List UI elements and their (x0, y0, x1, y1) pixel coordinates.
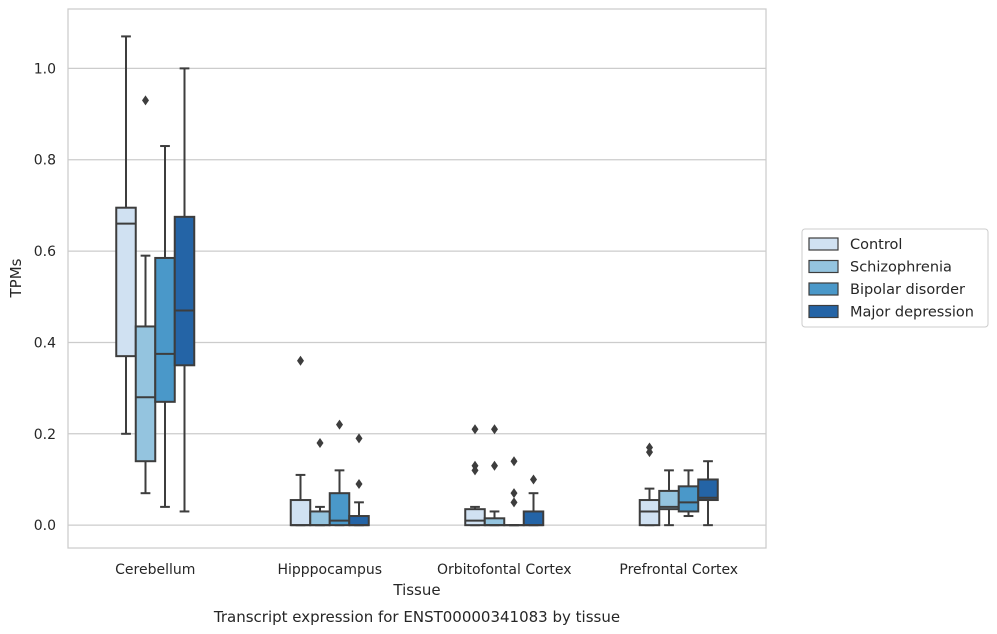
outlier-point (336, 419, 343, 430)
outlier-point (510, 456, 518, 467)
box-2-0 (464, 424, 486, 527)
outlier-point (297, 355, 304, 366)
box-iqr (154, 256, 176, 403)
outlier-point (355, 433, 363, 444)
box-iqr (348, 515, 370, 527)
x-tick-label: Hipppocampus (277, 562, 382, 578)
box-1-3 (348, 433, 370, 527)
box-iqr (328, 492, 351, 527)
box-iqr (677, 485, 700, 513)
box-2-2 (503, 456, 525, 527)
legend-label: Control (850, 237, 902, 253)
box-0-0 (115, 35, 137, 435)
box-1-0 (289, 355, 312, 527)
legend-item: Major depression (808, 304, 974, 321)
legend-label: Major depression (850, 305, 974, 321)
y-tick-label: 0.6 (34, 244, 56, 260)
legend-item: Bipolar disorder (808, 282, 965, 298)
y-tick-label: 0.0 (34, 518, 56, 534)
box-3-2 (677, 469, 700, 518)
box-iqr (289, 499, 312, 527)
legend-item: Control (808, 237, 902, 253)
legend-label: Bipolar disorder (850, 282, 965, 298)
box-iqr (134, 325, 157, 463)
legend-swatch (808, 237, 839, 251)
outlier-point (471, 424, 479, 435)
outlier-point (510, 497, 518, 508)
x-axis-label: Tissue (392, 581, 440, 599)
legend-frame (801, 228, 989, 328)
legend-swatch (808, 282, 839, 296)
legend-label: Schizophrenia (850, 260, 952, 276)
outlier-point (510, 488, 518, 499)
box-iqr (638, 499, 661, 527)
y-tick-labels: 0.0 0.2 0.4 0.6 0.8 1.0 (34, 61, 56, 534)
outlier-point (646, 442, 653, 453)
box-0-1 (134, 95, 157, 495)
box-1-2 (328, 419, 351, 527)
x-tick-labels: Cerebellum Hipppocampus Orbitofontal Corte… (115, 562, 738, 578)
outlier-point (316, 437, 324, 448)
box-3-3 (697, 460, 719, 527)
outlier-point (142, 95, 149, 106)
box-iqr (697, 478, 719, 502)
boxes (115, 35, 719, 527)
box-iqr (115, 206, 137, 358)
outlier-point (355, 479, 363, 490)
x-tick-label: Cerebellum (115, 562, 195, 578)
y-tick-label: 0.2 (34, 427, 56, 443)
box-iqr (483, 517, 506, 527)
outlier-point (491, 460, 498, 471)
x-tick-label: Orbitofontal Cortex (437, 562, 572, 578)
box-iqr (309, 510, 331, 527)
chart-caption: Transcript expression for ENST0000034108… (213, 608, 620, 626)
box-iqr (522, 510, 545, 527)
box-3-1 (658, 469, 680, 527)
box-iqr (173, 215, 196, 367)
box-iqr (464, 508, 486, 527)
legend-swatch (808, 304, 839, 319)
y-axis-label: TPMs (7, 258, 25, 298)
y-tick-label: 1.0 (34, 61, 56, 77)
box-3-0 (638, 442, 661, 527)
x-tick-label: Prefrontal Cortex (619, 562, 738, 578)
outlier-point (471, 460, 479, 471)
plot-area-frame (67, 8, 767, 549)
y-tick-label: 0.4 (34, 335, 56, 351)
box-0-3 (173, 67, 196, 513)
legend: Control Schizophrenia Bipolar disorder Majo… (801, 228, 989, 328)
box-2-3 (522, 474, 545, 527)
box-0-2 (154, 145, 176, 508)
outlier-point (530, 474, 537, 485)
legend-swatch (808, 259, 839, 274)
box-1-1 (309, 437, 331, 527)
outlier-point (491, 424, 498, 435)
y-tick-label: 0.8 (34, 153, 56, 169)
box-2-1 (483, 424, 506, 527)
legend-item: Schizophrenia (808, 259, 952, 276)
